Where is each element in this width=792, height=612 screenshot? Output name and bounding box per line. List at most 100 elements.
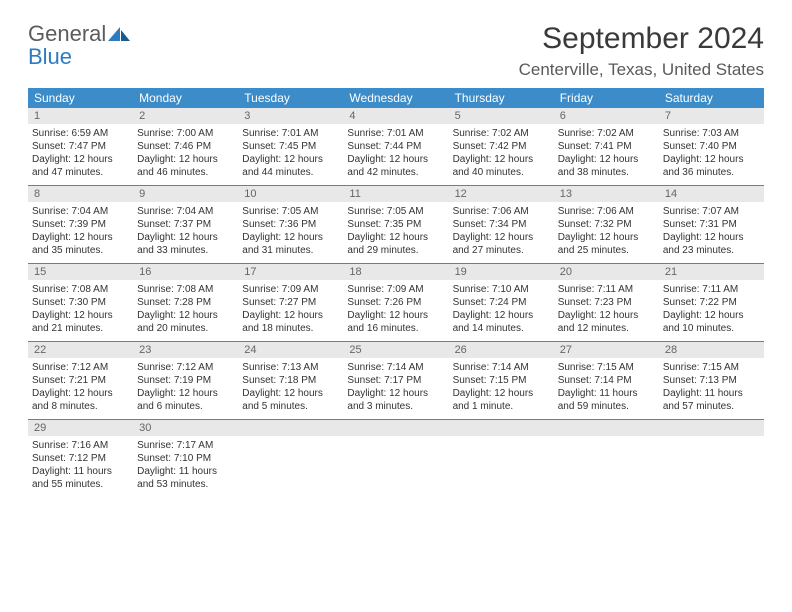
cell-day2: and 21 minutes. bbox=[32, 322, 129, 335]
cell-day1: Daylight: 12 hours bbox=[242, 153, 339, 166]
cell-sunrise: Sunrise: 7:15 AM bbox=[663, 361, 760, 374]
cell-sunset: Sunset: 7:37 PM bbox=[137, 218, 234, 231]
cell-day2: and 8 minutes. bbox=[32, 400, 129, 413]
cell-sunset: Sunset: 7:30 PM bbox=[32, 296, 129, 309]
date-number: 6 bbox=[554, 108, 659, 124]
date-row: 891011121314 bbox=[28, 186, 764, 202]
cell-day1: Daylight: 12 hours bbox=[137, 231, 234, 244]
cell-day2: and 55 minutes. bbox=[32, 478, 129, 491]
date-row: 15161718192021 bbox=[28, 264, 764, 280]
calendar-cell: Sunrise: 7:08 AMSunset: 7:30 PMDaylight:… bbox=[28, 280, 133, 341]
calendar-cell: Sunrise: 7:17 AMSunset: 7:10 PMDaylight:… bbox=[133, 436, 238, 497]
cell-sunrise: Sunrise: 7:09 AM bbox=[347, 283, 444, 296]
cell-day2: and 29 minutes. bbox=[347, 244, 444, 257]
calendar-cell bbox=[238, 436, 343, 497]
cell-sunset: Sunset: 7:17 PM bbox=[347, 374, 444, 387]
date-number: 9 bbox=[133, 186, 238, 202]
calendar-cell: Sunrise: 7:12 AMSunset: 7:19 PMDaylight:… bbox=[133, 358, 238, 419]
cell-sunset: Sunset: 7:35 PM bbox=[347, 218, 444, 231]
cell-sunrise: Sunrise: 7:08 AM bbox=[32, 283, 129, 296]
calendar-cell: Sunrise: 7:06 AMSunset: 7:34 PMDaylight:… bbox=[449, 202, 554, 263]
date-number: 25 bbox=[343, 342, 448, 358]
week-row: Sunrise: 7:16 AMSunset: 7:12 PMDaylight:… bbox=[28, 436, 764, 497]
cell-sunset: Sunset: 7:26 PM bbox=[347, 296, 444, 309]
cell-sunset: Sunset: 7:34 PM bbox=[453, 218, 550, 231]
cell-day2: and 27 minutes. bbox=[453, 244, 550, 257]
date-number bbox=[554, 420, 659, 436]
date-number: 16 bbox=[133, 264, 238, 280]
cell-day1: Daylight: 11 hours bbox=[558, 387, 655, 400]
cell-day2: and 12 minutes. bbox=[558, 322, 655, 335]
cell-day2: and 16 minutes. bbox=[347, 322, 444, 335]
cell-day2: and 3 minutes. bbox=[347, 400, 444, 413]
day-header-fri: Friday bbox=[554, 88, 659, 108]
cell-sunrise: Sunrise: 7:01 AM bbox=[242, 127, 339, 140]
cell-sunset: Sunset: 7:27 PM bbox=[242, 296, 339, 309]
location: Centerville, Texas, United States bbox=[519, 60, 764, 80]
date-number: 22 bbox=[28, 342, 133, 358]
cell-day1: Daylight: 12 hours bbox=[242, 231, 339, 244]
date-number: 1 bbox=[28, 108, 133, 124]
cell-sunset: Sunset: 7:39 PM bbox=[32, 218, 129, 231]
cell-sunset: Sunset: 7:14 PM bbox=[558, 374, 655, 387]
cell-day2: and 25 minutes. bbox=[558, 244, 655, 257]
date-number bbox=[343, 420, 448, 436]
cell-sunrise: Sunrise: 7:00 AM bbox=[137, 127, 234, 140]
calendar-cell: Sunrise: 7:16 AMSunset: 7:12 PMDaylight:… bbox=[28, 436, 133, 497]
cell-day2: and 35 minutes. bbox=[32, 244, 129, 257]
cell-day1: Daylight: 12 hours bbox=[663, 231, 760, 244]
cell-sunrise: Sunrise: 7:15 AM bbox=[558, 361, 655, 374]
day-headers: Sunday Monday Tuesday Wednesday Thursday… bbox=[28, 88, 764, 108]
cell-sunset: Sunset: 7:36 PM bbox=[242, 218, 339, 231]
cell-day2: and 47 minutes. bbox=[32, 166, 129, 179]
cell-sunrise: Sunrise: 7:04 AM bbox=[137, 205, 234, 218]
cell-day2: and 23 minutes. bbox=[663, 244, 760, 257]
calendar-cell: Sunrise: 7:12 AMSunset: 7:21 PMDaylight:… bbox=[28, 358, 133, 419]
date-number: 23 bbox=[133, 342, 238, 358]
date-number: 4 bbox=[343, 108, 448, 124]
cell-sunset: Sunset: 7:28 PM bbox=[137, 296, 234, 309]
calendar-cell: Sunrise: 7:14 AMSunset: 7:17 PMDaylight:… bbox=[343, 358, 448, 419]
calendar-cell bbox=[449, 436, 554, 497]
cell-day1: Daylight: 12 hours bbox=[453, 387, 550, 400]
cell-day1: Daylight: 12 hours bbox=[242, 309, 339, 322]
cell-sunset: Sunset: 7:32 PM bbox=[558, 218, 655, 231]
date-number: 2 bbox=[133, 108, 238, 124]
cell-day1: Daylight: 12 hours bbox=[347, 309, 444, 322]
calendar-cell: Sunrise: 7:14 AMSunset: 7:15 PMDaylight:… bbox=[449, 358, 554, 419]
cell-sunrise: Sunrise: 7:12 AM bbox=[137, 361, 234, 374]
date-number bbox=[659, 420, 764, 436]
calendar-cell: Sunrise: 7:04 AMSunset: 7:37 PMDaylight:… bbox=[133, 202, 238, 263]
header: General Blue September 2024 Centerville,… bbox=[28, 22, 764, 80]
calendar-cell bbox=[554, 436, 659, 497]
cell-day1: Daylight: 12 hours bbox=[663, 309, 760, 322]
date-number bbox=[238, 420, 343, 436]
cell-sunrise: Sunrise: 7:03 AM bbox=[663, 127, 760, 140]
cell-sunset: Sunset: 7:18 PM bbox=[242, 374, 339, 387]
cell-sunrise: Sunrise: 7:10 AM bbox=[453, 283, 550, 296]
date-number: 18 bbox=[343, 264, 448, 280]
day-header-sat: Saturday bbox=[659, 88, 764, 108]
date-number: 11 bbox=[343, 186, 448, 202]
cell-day2: and 38 minutes. bbox=[558, 166, 655, 179]
cell-sunrise: Sunrise: 7:14 AM bbox=[347, 361, 444, 374]
date-number: 27 bbox=[554, 342, 659, 358]
calendar-cell: Sunrise: 7:11 AMSunset: 7:22 PMDaylight:… bbox=[659, 280, 764, 341]
title-block: September 2024 Centerville, Texas, Unite… bbox=[519, 22, 764, 80]
date-number: 19 bbox=[449, 264, 554, 280]
calendar-cell: Sunrise: 7:08 AMSunset: 7:28 PMDaylight:… bbox=[133, 280, 238, 341]
cell-sunset: Sunset: 7:46 PM bbox=[137, 140, 234, 153]
cell-sunset: Sunset: 7:12 PM bbox=[32, 452, 129, 465]
cell-day1: Daylight: 12 hours bbox=[242, 387, 339, 400]
cell-sunset: Sunset: 7:13 PM bbox=[663, 374, 760, 387]
calendar-cell: Sunrise: 7:15 AMSunset: 7:14 PMDaylight:… bbox=[554, 358, 659, 419]
calendar-cell: Sunrise: 7:15 AMSunset: 7:13 PMDaylight:… bbox=[659, 358, 764, 419]
cell-day1: Daylight: 12 hours bbox=[453, 231, 550, 244]
date-number: 10 bbox=[238, 186, 343, 202]
cell-day2: and 1 minute. bbox=[453, 400, 550, 413]
cell-sunset: Sunset: 7:40 PM bbox=[663, 140, 760, 153]
cell-day1: Daylight: 12 hours bbox=[32, 231, 129, 244]
cell-day2: and 6 minutes. bbox=[137, 400, 234, 413]
cell-day2: and 36 minutes. bbox=[663, 166, 760, 179]
cell-day2: and 46 minutes. bbox=[137, 166, 234, 179]
